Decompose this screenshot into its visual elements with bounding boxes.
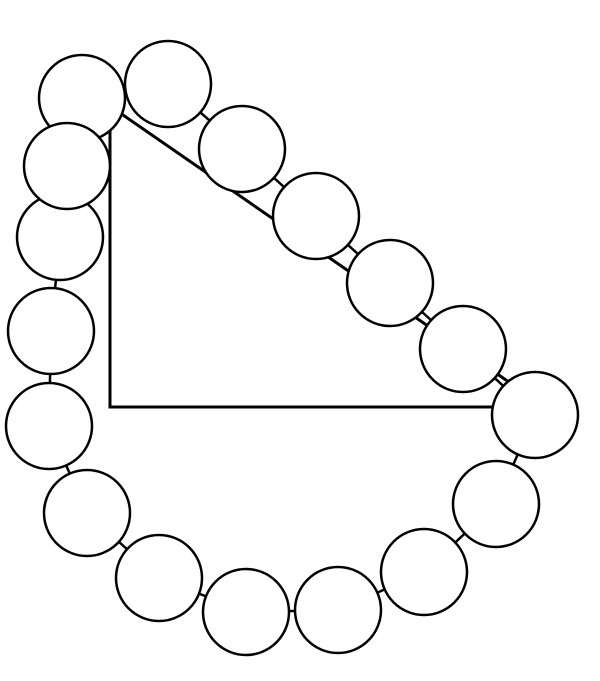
- diagram-canvas: [0, 0, 600, 681]
- bead-14: [8, 288, 94, 374]
- bead-6: [492, 372, 578, 458]
- bead-7: [453, 461, 539, 547]
- bead-12: [44, 470, 130, 556]
- bead-13: [6, 383, 92, 469]
- bead-11: [116, 535, 202, 621]
- beads-group: [6, 41, 578, 655]
- bead-1: [125, 41, 211, 127]
- bead-3: [273, 173, 359, 259]
- bead-10: [203, 569, 289, 655]
- bead-4: [347, 240, 433, 326]
- bead-8: [381, 529, 467, 615]
- bead-2: [199, 106, 285, 192]
- bead-16: [24, 123, 110, 209]
- bead-9: [295, 567, 381, 653]
- bead-5: [420, 306, 506, 392]
